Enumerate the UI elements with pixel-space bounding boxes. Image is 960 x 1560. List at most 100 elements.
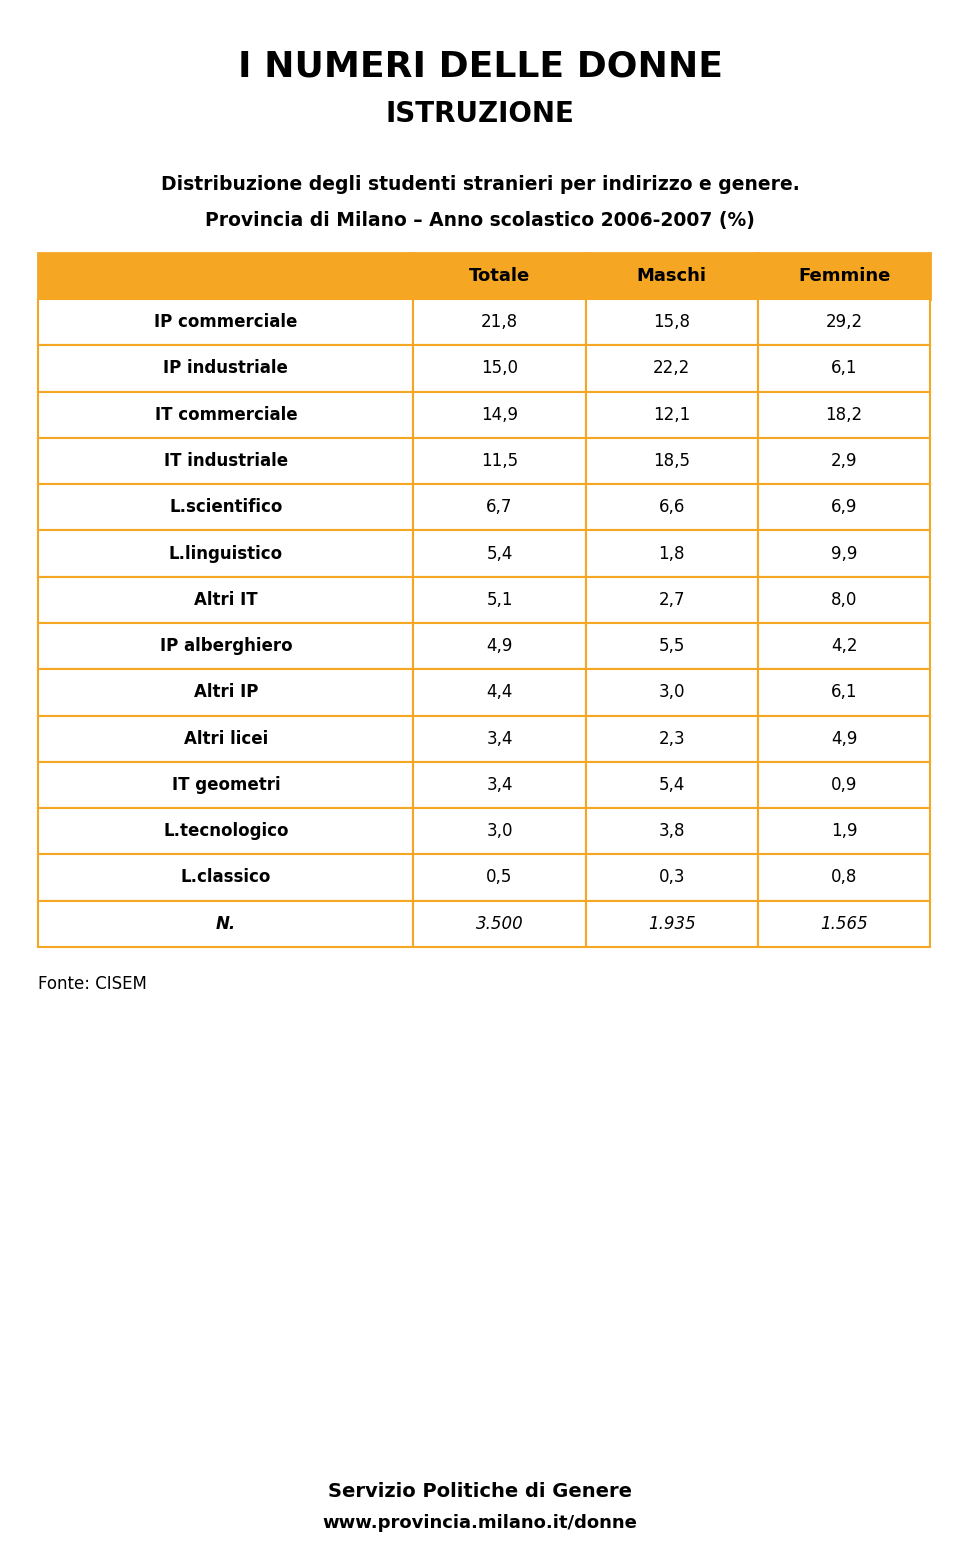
Text: 11,5: 11,5 <box>481 452 518 470</box>
Bar <box>758 577 930 622</box>
Text: 0,3: 0,3 <box>659 869 685 886</box>
Text: 3,0: 3,0 <box>487 822 513 841</box>
Bar <box>38 808 414 855</box>
Bar <box>38 392 414 438</box>
Text: L.linguistico: L.linguistico <box>169 544 283 563</box>
Text: 3,0: 3,0 <box>659 683 685 702</box>
Text: 1,9: 1,9 <box>831 822 857 841</box>
Text: IT commerciale: IT commerciale <box>155 406 298 424</box>
Bar <box>38 761 414 808</box>
Text: Altri licei: Altri licei <box>183 730 268 747</box>
Bar <box>38 716 414 761</box>
Text: Totale: Totale <box>468 267 530 285</box>
Text: 6,9: 6,9 <box>831 498 857 516</box>
Text: I NUMERI DELLE DONNE: I NUMERI DELLE DONNE <box>237 50 723 84</box>
Bar <box>586 855 758 900</box>
Text: 5,1: 5,1 <box>487 591 513 608</box>
Text: 9,9: 9,9 <box>831 544 857 563</box>
Text: N.: N. <box>216 914 236 933</box>
Text: 15,0: 15,0 <box>481 359 518 378</box>
Bar <box>38 300 414 345</box>
Bar <box>38 438 414 484</box>
Bar <box>586 900 758 947</box>
Bar <box>414 438 586 484</box>
Text: 22,2: 22,2 <box>653 359 690 378</box>
Bar <box>758 900 930 947</box>
Bar <box>414 345 586 392</box>
Text: IT geometri: IT geometri <box>172 775 280 794</box>
Bar <box>38 484 414 530</box>
Text: IP alberghiero: IP alberghiero <box>159 636 292 655</box>
Text: 1.935: 1.935 <box>648 914 696 933</box>
Bar <box>38 530 414 577</box>
Bar <box>38 900 414 947</box>
Bar <box>586 300 758 345</box>
Bar <box>38 669 414 716</box>
Bar <box>758 530 930 577</box>
Text: ISTRUZIONE: ISTRUZIONE <box>386 100 574 128</box>
Bar <box>758 622 930 669</box>
Text: L.classico: L.classico <box>180 869 271 886</box>
Text: 1.565: 1.565 <box>820 914 868 933</box>
Text: IT industriale: IT industriale <box>164 452 288 470</box>
Text: 3,4: 3,4 <box>487 775 513 794</box>
Bar <box>758 438 930 484</box>
Text: 18,5: 18,5 <box>654 452 690 470</box>
Bar <box>38 855 414 900</box>
Text: 29,2: 29,2 <box>826 314 863 331</box>
Text: Altri IT: Altri IT <box>194 591 257 608</box>
Bar <box>586 484 758 530</box>
Bar <box>586 438 758 484</box>
Text: 2,7: 2,7 <box>659 591 685 608</box>
Text: Provincia di Milano – Anno scolastico 2006-2007 (%): Provincia di Milano – Anno scolastico 20… <box>205 211 755 229</box>
Bar <box>414 808 586 855</box>
Bar <box>414 530 586 577</box>
Text: 8,0: 8,0 <box>831 591 857 608</box>
Text: 4,2: 4,2 <box>831 636 857 655</box>
Bar <box>758 484 930 530</box>
Bar <box>758 761 930 808</box>
Bar <box>586 761 758 808</box>
Text: 3,8: 3,8 <box>659 822 685 841</box>
Text: 18,2: 18,2 <box>826 406 863 424</box>
Bar <box>414 900 586 947</box>
Text: 6,1: 6,1 <box>831 359 857 378</box>
Text: 4,9: 4,9 <box>487 636 513 655</box>
Text: 4,9: 4,9 <box>831 730 857 747</box>
Bar <box>38 253 414 300</box>
Bar <box>758 855 930 900</box>
Bar <box>758 669 930 716</box>
Bar <box>586 345 758 392</box>
Text: Maschi: Maschi <box>636 267 707 285</box>
Bar <box>586 577 758 622</box>
Bar <box>758 345 930 392</box>
Text: 15,8: 15,8 <box>654 314 690 331</box>
Bar <box>758 808 930 855</box>
Bar <box>586 669 758 716</box>
Bar <box>586 622 758 669</box>
Text: 6,6: 6,6 <box>659 498 685 516</box>
Text: 1,8: 1,8 <box>659 544 685 563</box>
Bar <box>414 392 586 438</box>
Text: 0,5: 0,5 <box>487 869 513 886</box>
Text: Servizio Politiche di Genere: Servizio Politiche di Genere <box>328 1482 632 1501</box>
Bar <box>38 622 414 669</box>
Bar <box>586 392 758 438</box>
Text: 12,1: 12,1 <box>653 406 690 424</box>
Bar <box>586 530 758 577</box>
Text: 5,5: 5,5 <box>659 636 685 655</box>
Text: IP commerciale: IP commerciale <box>155 314 298 331</box>
Bar <box>414 484 586 530</box>
Text: 2,9: 2,9 <box>831 452 857 470</box>
Text: L.scientifico: L.scientifico <box>169 498 282 516</box>
Text: 6,1: 6,1 <box>831 683 857 702</box>
Bar <box>38 577 414 622</box>
Text: www.provincia.milano.it/donne: www.provincia.milano.it/donne <box>323 1513 637 1532</box>
Text: Fonte: CISEM: Fonte: CISEM <box>38 975 147 994</box>
Text: IP industriale: IP industriale <box>163 359 288 378</box>
Bar <box>758 392 930 438</box>
Bar <box>414 716 586 761</box>
Bar <box>586 808 758 855</box>
Text: 2,3: 2,3 <box>659 730 685 747</box>
Bar <box>758 253 930 300</box>
